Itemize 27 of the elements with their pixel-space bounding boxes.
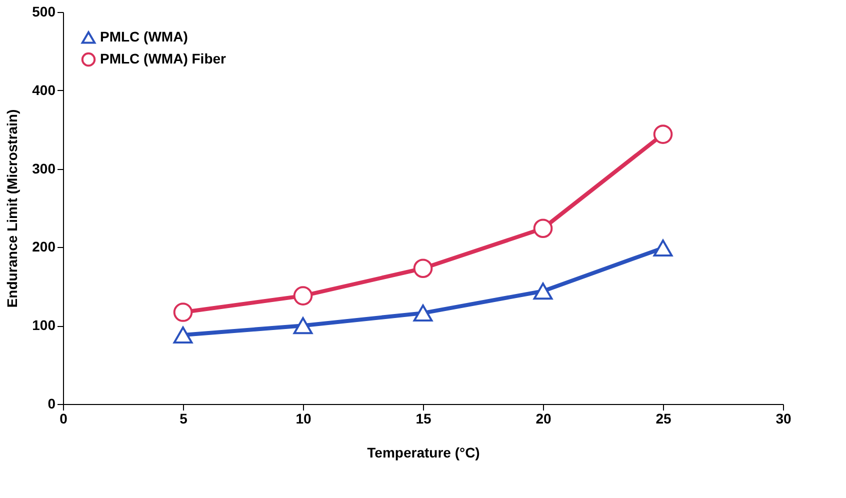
y-tick-label: 300 bbox=[32, 160, 56, 176]
point bbox=[653, 124, 673, 144]
x-tick-label: 25 bbox=[656, 410, 672, 426]
y-tick-label: 0 bbox=[48, 396, 56, 412]
point bbox=[293, 317, 313, 334]
legend-label: PMLC (WMA) bbox=[100, 28, 188, 44]
point bbox=[413, 304, 433, 322]
point bbox=[293, 286, 313, 306]
point bbox=[173, 302, 193, 322]
point bbox=[533, 218, 553, 238]
point bbox=[533, 282, 553, 300]
y-tick-label: 200 bbox=[32, 238, 56, 255]
y-tick-label: 100 bbox=[32, 317, 56, 334]
y-tick-label: 400 bbox=[32, 82, 56, 98]
x-tick-label: 5 bbox=[180, 410, 188, 426]
x-tick-label: 30 bbox=[776, 410, 792, 426]
point bbox=[173, 326, 193, 344]
y-axis-title: Endurance Limit (Microstrain) bbox=[4, 109, 20, 308]
x-tick-label: 0 bbox=[60, 410, 68, 426]
x-tick-label: 10 bbox=[296, 410, 312, 426]
legend-label: PMLC (WMA) Fiber bbox=[100, 50, 227, 66]
y-tick-label: 500 bbox=[32, 4, 56, 20]
point bbox=[653, 239, 673, 256]
x-tick-label: 20 bbox=[536, 410, 552, 426]
point bbox=[413, 258, 433, 278]
x-axis-title: Temperature (°C) bbox=[367, 444, 480, 460]
x-tick-label: 15 bbox=[416, 410, 432, 426]
